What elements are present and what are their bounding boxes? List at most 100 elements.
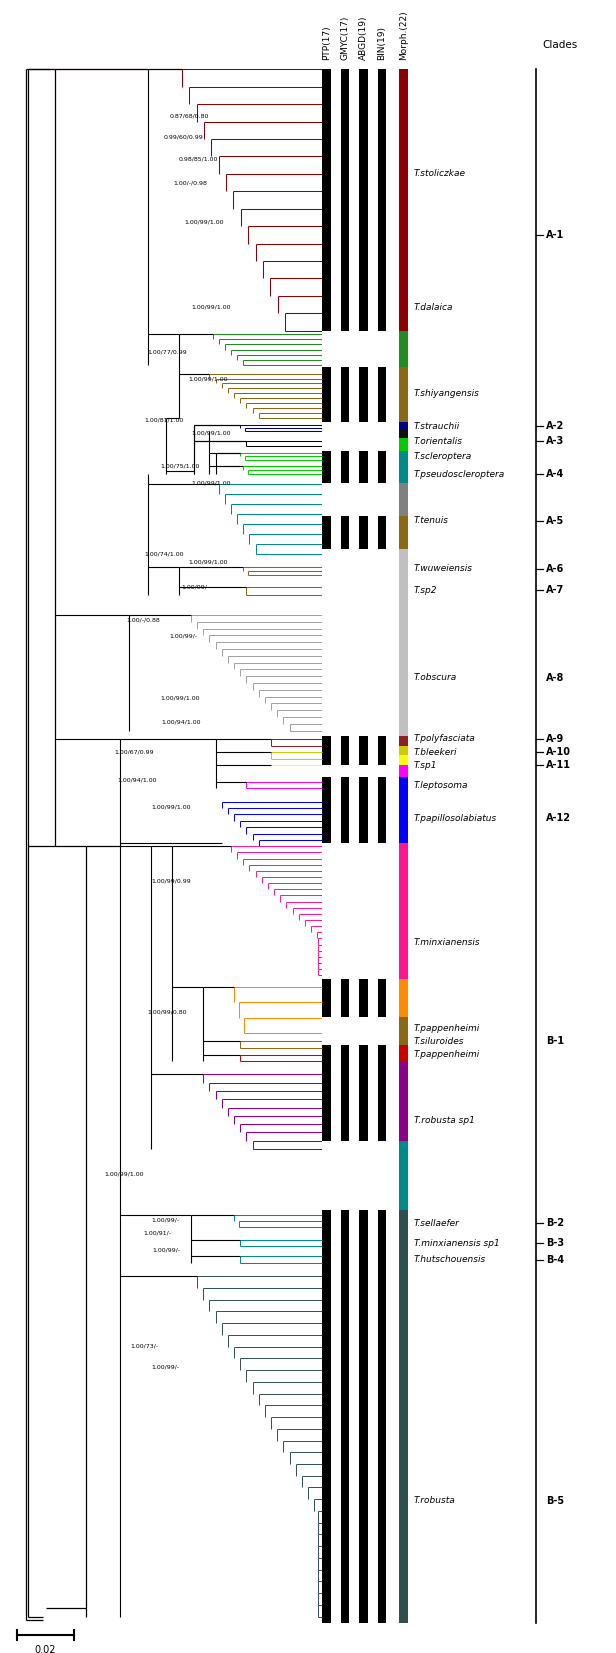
Bar bbox=[399, 69, 408, 331]
Text: A-11: A-11 bbox=[546, 760, 571, 770]
Text: 0.87/68/0.80: 0.87/68/0.80 bbox=[169, 112, 209, 119]
Bar bbox=[359, 843, 368, 979]
Text: T.siluroides: T.siluroides bbox=[414, 1036, 464, 1046]
Text: T.sp1: T.sp1 bbox=[414, 760, 437, 770]
Bar bbox=[341, 843, 349, 979]
Text: PTP(17): PTP(17) bbox=[322, 25, 331, 60]
Bar bbox=[359, 331, 368, 367]
Bar bbox=[378, 422, 386, 451]
Text: A-9: A-9 bbox=[546, 734, 564, 744]
Bar bbox=[399, 483, 408, 516]
Bar bbox=[322, 1141, 331, 1210]
Text: GMYC(17): GMYC(17) bbox=[341, 15, 349, 60]
Text: 1.00/99/-: 1.00/99/- bbox=[151, 1364, 179, 1370]
Bar bbox=[341, 69, 349, 1623]
Bar bbox=[399, 843, 408, 979]
Bar bbox=[359, 422, 368, 451]
Text: A-2: A-2 bbox=[546, 422, 564, 431]
Text: 1.00/-/0.88: 1.00/-/0.88 bbox=[126, 617, 160, 623]
Bar bbox=[341, 483, 349, 516]
Text: T.papillosolabiatus: T.papillosolabiatus bbox=[414, 813, 497, 823]
Text: 1.00/99/1.00: 1.00/99/1.00 bbox=[105, 1170, 144, 1177]
Text: A-4: A-4 bbox=[546, 469, 564, 479]
Bar bbox=[399, 1141, 408, 1210]
Text: 1.00/99/-: 1.00/99/- bbox=[169, 633, 198, 640]
Bar bbox=[399, 438, 408, 451]
Bar bbox=[399, 1061, 408, 1141]
Text: Morph.(22): Morph.(22) bbox=[399, 10, 408, 60]
Text: T.strauchii: T.strauchii bbox=[414, 422, 460, 431]
Text: T.pappenheimi: T.pappenheimi bbox=[414, 1023, 480, 1033]
Bar bbox=[399, 1210, 408, 1623]
Bar bbox=[322, 69, 331, 1623]
Bar bbox=[399, 516, 408, 549]
Text: T.scleroptera: T.scleroptera bbox=[414, 451, 472, 461]
Text: T.shiyangensis: T.shiyangensis bbox=[414, 388, 480, 398]
Text: 1.00/99/1.00: 1.00/99/1.00 bbox=[185, 218, 224, 225]
Bar bbox=[359, 69, 368, 1623]
Text: 1.00/75/1.00: 1.00/75/1.00 bbox=[160, 463, 200, 469]
Text: T.sellaefer: T.sellaefer bbox=[414, 1218, 460, 1228]
Bar bbox=[322, 549, 331, 736]
Text: 1.00/99/1.00: 1.00/99/1.00 bbox=[160, 694, 200, 701]
Text: T.wuweiensis: T.wuweiensis bbox=[414, 564, 473, 574]
Text: 1.00/77/0.99: 1.00/77/0.99 bbox=[148, 349, 188, 355]
Text: 0.98/85/1.00: 0.98/85/1.00 bbox=[179, 155, 218, 162]
Text: T.pseudoscleroptera: T.pseudoscleroptera bbox=[414, 469, 505, 479]
Bar bbox=[378, 69, 386, 1623]
Bar bbox=[378, 765, 386, 777]
Text: 1.00/94/1.00: 1.00/94/1.00 bbox=[161, 719, 201, 726]
Text: A-7: A-7 bbox=[546, 585, 564, 595]
Text: T.hutschouensis: T.hutschouensis bbox=[414, 1255, 486, 1265]
Text: A-12: A-12 bbox=[546, 813, 571, 823]
Text: 1.00/99/-: 1.00/99/- bbox=[151, 1217, 179, 1223]
Text: 1.00/99/1.00: 1.00/99/1.00 bbox=[191, 304, 230, 311]
Text: B-1: B-1 bbox=[546, 1036, 564, 1046]
Text: 1.00/-/0.98: 1.00/-/0.98 bbox=[174, 180, 208, 187]
Bar bbox=[399, 430, 408, 438]
Bar bbox=[341, 549, 349, 736]
Text: T.dalaica: T.dalaica bbox=[414, 302, 453, 312]
Bar bbox=[322, 843, 331, 979]
Text: B-5: B-5 bbox=[546, 1496, 564, 1506]
Bar bbox=[399, 746, 408, 755]
Bar bbox=[399, 1045, 408, 1061]
Text: A-1: A-1 bbox=[546, 230, 564, 240]
Text: 1.00/73/-: 1.00/73/- bbox=[131, 1342, 159, 1349]
Bar bbox=[359, 1017, 368, 1045]
Text: 0.02: 0.02 bbox=[35, 1645, 56, 1653]
Bar bbox=[322, 765, 331, 777]
Text: 1.00/99/0.99: 1.00/99/0.99 bbox=[151, 878, 191, 884]
Text: 1.00/99/0.80: 1.00/99/0.80 bbox=[148, 1008, 187, 1015]
Bar bbox=[399, 979, 408, 1017]
Bar bbox=[399, 451, 408, 483]
Text: T.stoliczkae: T.stoliczkae bbox=[414, 169, 466, 179]
Bar bbox=[322, 422, 331, 451]
Text: 1.00/99/1.00: 1.00/99/1.00 bbox=[151, 803, 190, 810]
Text: T.sp2: T.sp2 bbox=[414, 585, 437, 595]
Bar bbox=[341, 1141, 349, 1210]
Text: BIN(19): BIN(19) bbox=[378, 25, 386, 60]
Text: T.orientalis: T.orientalis bbox=[414, 436, 463, 446]
Text: B-3: B-3 bbox=[546, 1238, 564, 1248]
Text: 1.00/99/1.00: 1.00/99/1.00 bbox=[188, 375, 227, 382]
Text: T.pappenheimi: T.pappenheimi bbox=[414, 1050, 480, 1060]
Bar bbox=[322, 483, 331, 516]
Text: 0.99/60/0.99: 0.99/60/0.99 bbox=[163, 134, 203, 141]
Bar bbox=[322, 1017, 331, 1045]
Text: 1.00/94/1.00: 1.00/94/1.00 bbox=[117, 777, 156, 784]
Bar bbox=[399, 422, 408, 430]
Text: T.polyfasciata: T.polyfasciata bbox=[414, 734, 476, 744]
Bar bbox=[399, 736, 408, 746]
Text: 1.00/99/1.00: 1.00/99/1.00 bbox=[191, 430, 230, 436]
Bar bbox=[399, 1017, 408, 1045]
Text: 1.00/74/1.00: 1.00/74/1.00 bbox=[145, 550, 184, 557]
Bar bbox=[378, 1141, 386, 1210]
Bar bbox=[359, 549, 368, 736]
Bar bbox=[378, 843, 386, 979]
Bar bbox=[341, 1017, 349, 1045]
Text: T.obscura: T.obscura bbox=[414, 673, 457, 683]
Text: T.minxianensis sp1: T.minxianensis sp1 bbox=[414, 1238, 500, 1248]
Text: Clades: Clades bbox=[542, 40, 577, 50]
Bar bbox=[378, 549, 386, 736]
